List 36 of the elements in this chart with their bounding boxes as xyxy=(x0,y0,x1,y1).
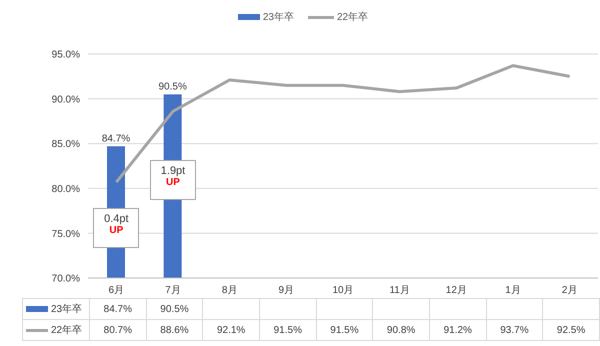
data-label: 91.5% xyxy=(259,320,316,340)
y-tick-label: 75.0% xyxy=(52,228,80,240)
x-tick-label: 8月 xyxy=(222,285,238,296)
text: 22年卒 xyxy=(51,325,82,336)
x-tick-label: 2月 xyxy=(562,285,578,296)
x-tick-label: 7月 xyxy=(165,285,181,296)
data-label: 80.7% xyxy=(90,320,146,340)
y-tick-label: 70.0% xyxy=(52,274,80,285)
legend-label: 22年卒 xyxy=(337,10,368,24)
data-label: 88.6% xyxy=(146,320,203,340)
x-tick-label: 9月 xyxy=(278,285,294,296)
x-tick-label: 6月 xyxy=(108,285,124,296)
data-label: 84.7% xyxy=(90,298,146,320)
x-tick-label: 12月 xyxy=(446,285,467,296)
text: 84.7% xyxy=(102,133,130,144)
annotation: 0.4pt UP xyxy=(103,213,130,236)
text: 23年卒 xyxy=(262,12,294,23)
x-tick-label: 1月 xyxy=(505,285,521,296)
callout-box: 1.9pt UP xyxy=(150,160,196,200)
x-tick-label: 11月 xyxy=(389,285,410,296)
annotation: 1.9pt UP xyxy=(160,165,186,188)
y-tick-label: 90.0% xyxy=(52,94,80,106)
callout-box: 0.4pt UP xyxy=(93,208,140,248)
data-label: 91.2% xyxy=(429,320,486,340)
data-label: 90.8% xyxy=(372,320,430,340)
y-tick-label: 80.0% xyxy=(52,184,80,195)
data-label: 90.5% xyxy=(146,298,203,320)
y-tick-label: 95.0% xyxy=(52,50,80,61)
text: 90.5% xyxy=(158,81,187,92)
data-label: 92.1% xyxy=(202,320,260,340)
data-label: 93.7% xyxy=(486,320,543,340)
legend-label: 23年卒 xyxy=(51,304,82,315)
y-tick-label: 85.0% xyxy=(52,139,80,150)
data-label: 91.5% xyxy=(316,320,373,340)
data-label: 92.5% xyxy=(542,320,600,340)
x-tick-label: 10月 xyxy=(332,285,354,296)
